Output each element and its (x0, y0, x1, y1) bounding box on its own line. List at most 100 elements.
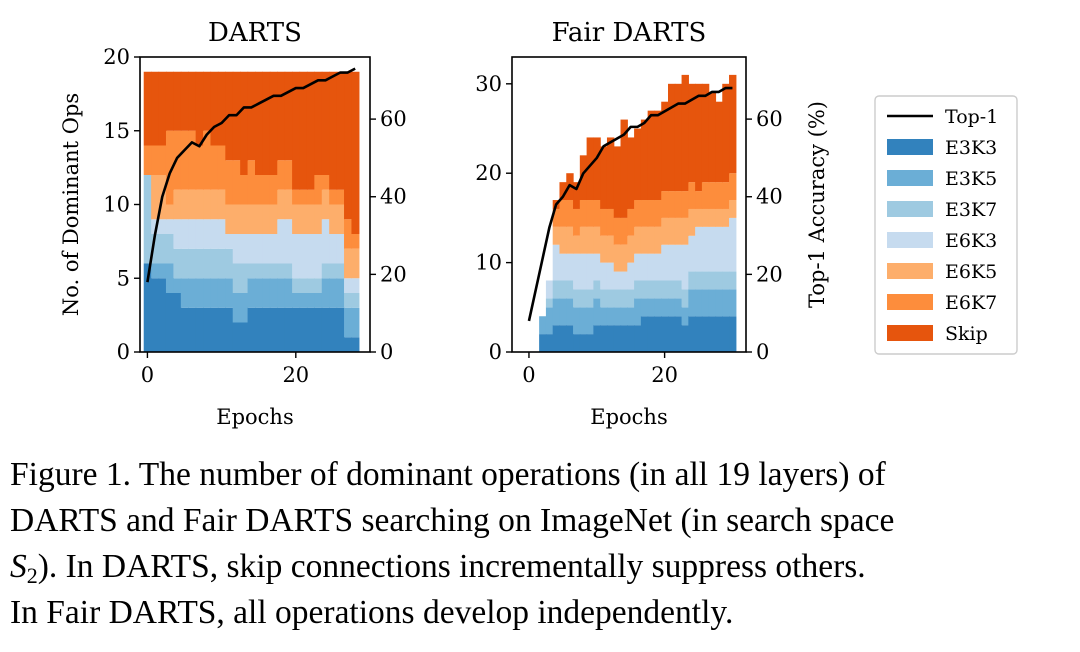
fair-darts-bar-e3k7-epoch-24 (688, 271, 696, 290)
fair-darts-bar-skip-epoch-26 (701, 83, 710, 183)
darts-bar-e6k3-epoch-22 (306, 234, 315, 279)
fair-darts-bar-e3k3-epoch-10 (593, 325, 601, 352)
fair-darts-bar-e6k7-epoch-13 (613, 217, 622, 245)
fair-darts-bar-e3k3-epoch-21 (668, 316, 676, 352)
darts-bar-skip-epoch-7 (195, 71, 204, 146)
darts-bar-e3k5-epoch-26 (336, 278, 345, 308)
darts-bar-e3k7-epoch-25 (329, 263, 338, 279)
darts-bar-e3k5-epoch-18 (277, 278, 286, 308)
fair-darts-bar-e3k5-epoch-16 (634, 298, 642, 326)
fair-darts-bar-e3k5-epoch-24 (688, 289, 696, 317)
darts-bar-skip-epoch-10 (217, 71, 226, 146)
darts-bar-e3k3-epoch-19 (284, 307, 293, 352)
fair-darts-bar-e6k5-epoch-12 (606, 235, 615, 263)
fair-darts-bar-e6k3-epoch-11 (600, 262, 608, 290)
darts-bar-e6k5-epoch-21 (299, 204, 308, 234)
darts-bar-e6k7-epoch-3 (165, 130, 174, 205)
fair-darts-bar-e6k3-epoch-9 (586, 253, 594, 290)
darts-y2tick-label-0: 0 (380, 340, 393, 364)
darts-bar-e6k3-epoch-20 (292, 234, 301, 279)
fair-darts-bar-e6k7-epoch-9 (586, 200, 594, 227)
fair-darts-bar-e3k7-epoch-25 (695, 271, 703, 290)
fair-darts-bar-e3k5-epoch-15 (627, 307, 635, 326)
fair-darts-bar-skip-epoch-18 (647, 110, 656, 201)
darts-bar-e6k3-epoch-3 (165, 219, 174, 234)
darts-bar-e6k3-epoch-13 (240, 234, 249, 264)
darts-bar-e3k5-epoch-7 (195, 278, 204, 308)
darts-bar-e3k3-epoch-1 (151, 278, 160, 352)
fair-darts-bar-e6k3-epoch-26 (701, 226, 710, 272)
darts-bar-e3k7-epoch-7 (195, 248, 204, 279)
fair-darts-bar-e6k7-epoch-17 (640, 200, 649, 227)
fair-darts-bar-e3k5-epoch-19 (654, 298, 662, 317)
darts-bar-e6k3-epoch-12 (232, 234, 241, 264)
fair-darts-bar-skip-epoch-15 (627, 137, 635, 209)
darts-bar-e6k5-epoch-27 (344, 248, 353, 279)
fair-darts-bar-e3k3-epoch-3 (545, 334, 554, 352)
darts-ylabel: No. of Dominant Ops (59, 93, 83, 316)
fair-darts-bar-e6k3-epoch-28 (715, 226, 723, 272)
darts-bar-e3k3-epoch-17 (269, 307, 278, 352)
darts-title: DARTS (208, 18, 302, 48)
fair-darts-bar-skip-epoch-30 (729, 74, 737, 174)
darts-bar-e6k7-epoch-14 (247, 160, 256, 205)
fair-darts-bar-e6k7-epoch-29 (722, 182, 730, 209)
fair-darts-title: Fair DARTS (552, 18, 707, 48)
fair-darts-bar-e6k3-epoch-12 (606, 262, 615, 290)
fair-darts-bar-e3k3-epoch-23 (681, 325, 689, 352)
fair-darts-bar-e3k7-epoch-8 (579, 289, 588, 308)
legend-label-e6k5: E6K5 (945, 261, 997, 283)
darts-bar-skip-epoch-27 (344, 71, 353, 220)
darts-bar-e3k7-epoch-13 (240, 263, 249, 293)
darts-bar-e6k5-epoch-15 (255, 204, 264, 234)
darts-bar-e3k3-epoch-25 (329, 307, 338, 352)
fair-darts-bar-e6k3-epoch-16 (634, 253, 642, 281)
fair-darts-bar-e6k3-epoch-7 (573, 253, 581, 290)
fair-darts-bar-e6k5-epoch-14 (620, 244, 628, 272)
fair-darts-bar-e3k3-epoch-9 (586, 334, 594, 352)
fair-darts-bar-e6k7-epoch-6 (566, 200, 574, 227)
fair-darts-bar-e6k5-epoch-9 (586, 226, 594, 254)
darts-bar-e6k3-epoch-10 (217, 219, 226, 249)
fair-darts-bar-e6k3-epoch-20 (661, 244, 669, 281)
darts-bar-e6k3-epoch-2 (158, 219, 167, 234)
darts-bar-e6k5-epoch-17 (269, 204, 278, 234)
fair-darts-bar-e6k5-epoch-25 (695, 208, 703, 227)
darts-bar-e6k7-epoch-9 (210, 145, 219, 190)
darts-bar-e6k7-epoch-17 (269, 175, 278, 205)
darts-bar-e3k3-epoch-27 (344, 337, 353, 352)
darts-bar-e3k7-epoch-21 (299, 278, 308, 293)
fair-darts-bar-e3k3-epoch-20 (661, 316, 669, 352)
fair-darts-bar-e6k3-epoch-17 (640, 253, 649, 281)
legend-swatch-e3k3 (887, 139, 933, 155)
darts-bar-e6k7-epoch-13 (240, 175, 249, 205)
fair-darts-bar-e3k3-epoch-13 (613, 325, 622, 352)
darts-xtick-label-20: 20 (282, 363, 309, 387)
darts-bar-e6k7-epoch-27 (344, 219, 353, 249)
fair-darts-ytick-label-30: 30 (475, 72, 502, 96)
darts-bar-e6k3-epoch-27 (344, 278, 353, 293)
darts-bar-e3k7-epoch-28 (351, 293, 360, 308)
darts-bar-e3k3-epoch-4 (173, 293, 182, 352)
fair-darts-bar-skip-epoch-16 (634, 128, 642, 201)
darts-bar-e3k5-epoch-8 (203, 278, 212, 308)
darts-bar-e3k7-epoch-18 (277, 263, 286, 279)
fair-darts-bar-e3k5-epoch-2 (539, 316, 547, 335)
darts-bar-e6k5-epoch-1 (151, 175, 160, 220)
fair-darts-bar-e6k5-epoch-30 (729, 200, 737, 218)
fair-darts-bar-e3k5-epoch-21 (668, 298, 676, 317)
fair-darts-bar-e6k3-epoch-27 (708, 226, 717, 272)
fair-darts-bar-skip-epoch-11 (600, 146, 608, 209)
legend-label-e6k7: E6K7 (945, 292, 997, 314)
darts-bar-e6k5-epoch-5 (180, 189, 189, 220)
fair-darts-bar-e6k7-epoch-10 (593, 200, 601, 227)
darts-bar-e3k5-epoch-4 (173, 278, 182, 293)
fair-darts-bar-e3k7-epoch-12 (606, 289, 615, 308)
legend-label-e3k3: E3K3 (945, 137, 997, 159)
figure-caption: Figure 1. The number of dominant operati… (10, 452, 1072, 636)
legend-box (874, 95, 1018, 355)
fair-darts-bar-e3k7-epoch-7 (573, 289, 581, 308)
fair-darts-ytick-label-0: 0 (489, 340, 502, 364)
darts-xtick-label-0: 0 (141, 363, 154, 387)
fair-darts-bar-e3k5-epoch-14 (620, 307, 628, 326)
